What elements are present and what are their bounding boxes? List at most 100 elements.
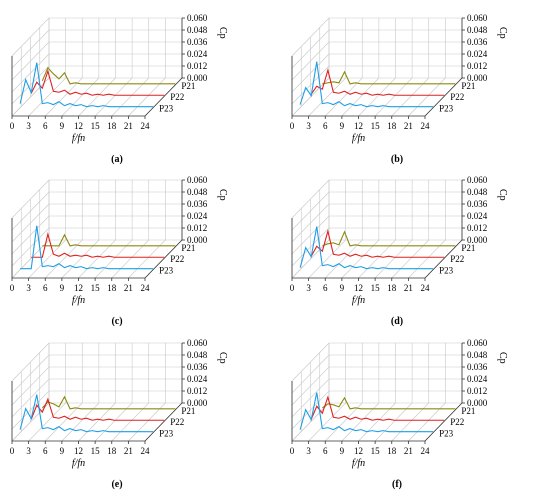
depth-axis-line xyxy=(144,239,183,279)
z-tick-label: 0.024 xyxy=(467,49,488,59)
gridline-floor-x xyxy=(28,402,66,442)
x-tick-label: 15 xyxy=(371,121,381,131)
series-line-p23 xyxy=(299,61,434,108)
x-tick-label: 12 xyxy=(354,121,363,131)
series-label-p23: P23 xyxy=(159,266,174,276)
x-tick-label: 24 xyxy=(141,446,151,456)
x-tick-label: 3 xyxy=(306,283,311,293)
series-label-p21: P21 xyxy=(181,243,195,253)
series-line-p23 xyxy=(20,225,154,270)
z-axis-label: Cp xyxy=(497,27,508,39)
series-line-p22 xyxy=(31,232,165,258)
series-label-p22: P22 xyxy=(170,417,184,427)
z-tick-label: 0.024 xyxy=(187,211,208,221)
chart-panel-4: 0 3 6 9 12 15 18 21 24 f/fn 0.060 0.048 0.036 0.024 0.… xyxy=(290,175,508,327)
x-tick-label: 12 xyxy=(74,446,83,456)
x-tick-label: 0 xyxy=(10,121,15,131)
z-tick-label: 0.000 xyxy=(467,235,488,245)
x-tick-label: 24 xyxy=(421,446,431,456)
z-tick-label: 0.024 xyxy=(467,374,488,384)
x-tick-label: 18 xyxy=(387,446,397,456)
gridline-floor-x xyxy=(308,239,346,279)
x-axis-label: f/fn xyxy=(352,458,365,469)
z-axis-label: Cp xyxy=(497,189,508,201)
axes xyxy=(11,343,183,442)
z-tick-label: 0.048 xyxy=(187,25,208,35)
x-tick-label: 0 xyxy=(290,283,295,293)
x-tick-label: 3 xyxy=(306,446,311,456)
x-tick-label: 24 xyxy=(141,283,151,293)
z-axis-label: Cp xyxy=(217,189,228,201)
gridline-floor-x xyxy=(28,239,66,279)
z-tick-label: 0.060 xyxy=(467,338,488,348)
series-line-p21 xyxy=(322,70,456,85)
x-tick-label: 0 xyxy=(290,121,295,131)
gridline-floor-x xyxy=(308,402,346,442)
gridline-floor-x xyxy=(28,77,66,117)
x-tick-label: 24 xyxy=(421,121,431,131)
x-tick-label: 24 xyxy=(141,121,151,131)
series-line-p22 xyxy=(310,229,445,258)
z-tick-label: 0.048 xyxy=(187,187,208,197)
depth-axis-line xyxy=(424,402,463,442)
chart-panel-1: 0 3 6 9 12 15 18 21 24 f/fn 0.060 0.048 0.036 0.024 0.… xyxy=(10,13,228,165)
gridline-floor-x xyxy=(45,77,83,117)
series-label-p21: P21 xyxy=(461,406,475,416)
x-axis-label: f/fn xyxy=(72,295,85,306)
x-tick-label: 21 xyxy=(124,446,133,456)
z-tick-label: 0.060 xyxy=(187,13,208,23)
series-line-p21 xyxy=(41,66,176,85)
series-line-p23 xyxy=(299,392,434,433)
z-tick-label: 0.060 xyxy=(467,13,488,23)
series-label-p23: P23 xyxy=(439,104,454,114)
x-tick-label: 15 xyxy=(371,283,381,293)
x-tick-label: 9 xyxy=(60,283,65,293)
series-label-p22: P22 xyxy=(170,254,184,264)
x-tick-label: 21 xyxy=(404,121,413,131)
series-label-p23: P23 xyxy=(439,266,454,276)
x-tick-label: 6 xyxy=(323,121,328,131)
z-tick-label: 0.060 xyxy=(187,338,208,348)
depth-axis-line xyxy=(424,77,463,117)
x-tick-label: 6 xyxy=(323,446,328,456)
z-tick-label: 0.024 xyxy=(467,211,488,221)
gridline-floor-x xyxy=(45,402,83,442)
z-tick-label: 0.048 xyxy=(467,187,488,197)
chart-panel-5: 0 3 6 9 12 15 18 21 24 f/fn 0.060 0.048 0.036 0.024 0.… xyxy=(10,338,228,490)
series-label-p22: P22 xyxy=(450,417,464,427)
chart-panel-6: 0 3 6 9 12 15 18 21 24 f/fn 0.060 0.048 0.036 0.024 0.… xyxy=(290,338,508,490)
z-tick-label: 0.048 xyxy=(467,350,488,360)
x-tick-label: 18 xyxy=(107,121,117,131)
x-tick-label: 9 xyxy=(340,283,345,293)
panel-caption: (d) xyxy=(391,316,403,327)
z-tick-label: 0.000 xyxy=(467,398,488,408)
x-tick-label: 21 xyxy=(404,283,413,293)
x-tick-label: 6 xyxy=(43,121,48,131)
series-label-p21: P21 xyxy=(181,406,195,416)
x-tick-label: 15 xyxy=(91,283,101,293)
series-label-p23: P23 xyxy=(439,429,454,439)
z-tick-label: 0.048 xyxy=(467,25,488,35)
depth-axis-line xyxy=(144,77,183,117)
series-label-p22: P22 xyxy=(170,92,184,102)
x-tick-label: 21 xyxy=(124,283,133,293)
panel-caption: (f) xyxy=(392,479,402,490)
grid xyxy=(291,342,463,442)
series-line-p22 xyxy=(30,69,165,96)
x-tick-label: 6 xyxy=(43,446,48,456)
panel-caption: (e) xyxy=(111,479,122,490)
z-tick-label: 0.000 xyxy=(187,235,208,245)
gridline-floor-x xyxy=(325,239,363,279)
z-axis-label: Cp xyxy=(497,352,508,364)
x-tick-label: 15 xyxy=(371,446,381,456)
z-tick-label: 0.012 xyxy=(467,223,487,233)
z-tick-label: 0.024 xyxy=(187,49,208,59)
depth-axis-line xyxy=(144,402,183,442)
x-axis-label: f/fn xyxy=(352,295,365,306)
z-axis-label: Cp xyxy=(217,352,228,364)
x-tick-label: 15 xyxy=(91,446,101,456)
x-tick-label: 18 xyxy=(387,121,397,131)
x-tick-label: 12 xyxy=(74,283,83,293)
x-axis-label: f/fn xyxy=(352,133,365,144)
series-line-p23 xyxy=(299,226,434,270)
